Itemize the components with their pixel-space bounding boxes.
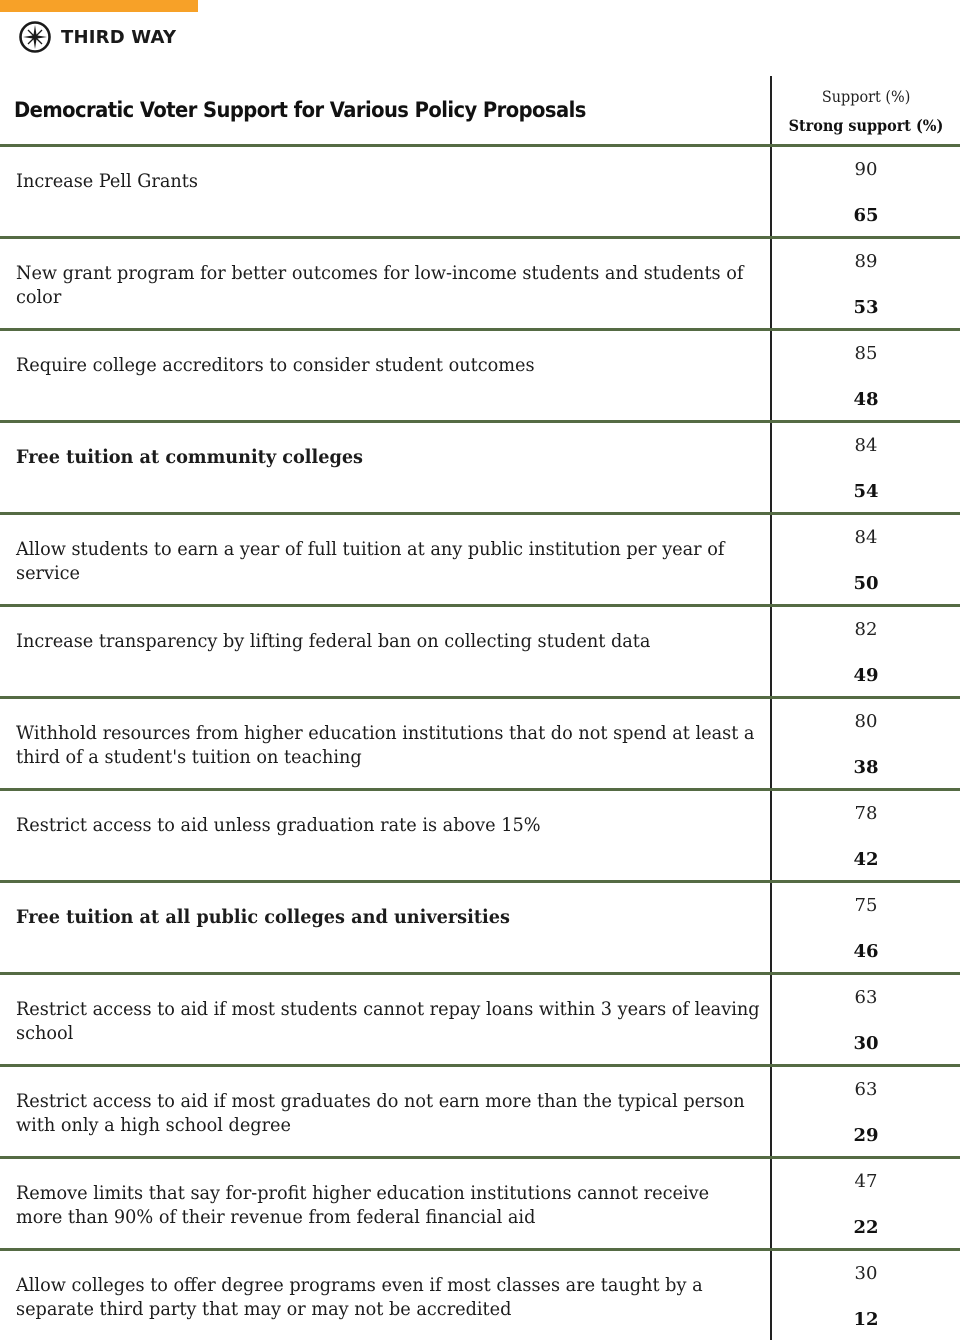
table-row: Free tuition at all public colleges and …	[0, 880, 960, 972]
table-row: Withhold resources from higher education…	[0, 696, 960, 788]
strong-support-value: 53	[853, 297, 879, 318]
policy-support-table: Democratic Voter Support for Various Pol…	[0, 76, 960, 1342]
table-body: Increase Pell Grants 90 65 New grant prog…	[0, 144, 960, 1342]
strong-support-value: 54	[853, 481, 879, 502]
strong-support-value: 46	[853, 941, 879, 962]
support-value: 75	[854, 895, 878, 916]
table-row: New grant program for better outcomes fo…	[0, 236, 960, 328]
strong-support-value: 49	[853, 665, 879, 686]
table-row: Free tuition at community colleges 84 54	[0, 420, 960, 512]
column-headers: Support (%) Strong support (%)	[770, 76, 960, 144]
policy-label: Withhold resources from higher education…	[16, 722, 755, 768]
strong-support-value: 48	[853, 389, 879, 410]
brand-name: THIRD WAY	[61, 26, 177, 48]
strong-support-value: 42	[853, 849, 879, 870]
table-header: Democratic Voter Support for Various Pol…	[0, 76, 960, 144]
policy-label: Remove limits that say for-profit higher…	[16, 1182, 710, 1228]
brand-logo: THIRD WAY	[18, 20, 176, 54]
policy-label: Increase Pell Grants	[16, 170, 198, 192]
strong-support-value: 29	[853, 1125, 879, 1146]
table-row: Remove limits that say for-profit higher…	[0, 1156, 960, 1248]
table-row: Restrict access to aid if most students …	[0, 972, 960, 1064]
support-value: 78	[854, 803, 878, 824]
support-value: 84	[854, 435, 878, 456]
support-value: 47	[854, 1171, 878, 1192]
policy-label: Restrict access to aid unless graduation…	[16, 814, 541, 836]
support-value: 89	[854, 251, 878, 272]
policy-label: Require college accreditors to consider …	[16, 354, 535, 376]
support-value: 63	[854, 987, 878, 1008]
strong-support-value: 65	[853, 205, 879, 226]
support-value: 82	[854, 619, 878, 640]
support-value: 63	[854, 1079, 878, 1100]
policy-label: Allow colleges to offer degree programs …	[16, 1274, 703, 1320]
table-row: Allow colleges to offer degree programs …	[0, 1248, 960, 1340]
title-cell: Democratic Voter Support for Various Pol…	[0, 76, 770, 144]
table-row: Require college accreditors to consider …	[0, 328, 960, 420]
support-value: 80	[854, 711, 878, 732]
support-value: 85	[854, 343, 878, 364]
strong-support-value: 50	[853, 573, 879, 594]
table-row: Increase transparency by lifting federal…	[0, 604, 960, 696]
brand-accent-bar	[0, 0, 198, 12]
policy-label-highlighted: Free tuition at all public colleges and …	[16, 906, 510, 928]
policy-label-highlighted: Free tuition at community colleges	[16, 446, 364, 468]
compass-star-icon	[18, 20, 52, 54]
table-row: Restrict access to aid unless graduation…	[0, 788, 960, 880]
support-value: 30	[854, 1263, 878, 1284]
table-row: Allow students to earn a year of full tu…	[0, 512, 960, 604]
strong-support-value: 22	[853, 1217, 879, 1238]
table-title: Democratic Voter Support for Various Pol…	[14, 98, 586, 122]
column-header-strong-support: Strong support (%)	[788, 116, 944, 135]
policy-label: Restrict access to aid if most graduates…	[16, 1090, 745, 1136]
table-row: Increase Pell Grants 90 65	[0, 144, 960, 236]
policy-label: Restrict access to aid if most students …	[16, 998, 760, 1044]
policy-label: New grant program for better outcomes fo…	[16, 262, 744, 308]
table-row: Restrict access to aid if most graduates…	[0, 1064, 960, 1156]
column-header-support: Support (%)	[821, 87, 911, 106]
policy-label: Allow students to earn a year of full tu…	[16, 538, 725, 584]
support-value: 84	[854, 527, 878, 548]
policy-label: Increase transparency by lifting federal…	[16, 630, 651, 652]
strong-support-value: 38	[853, 757, 879, 778]
strong-support-value: 30	[853, 1033, 879, 1054]
support-value: 90	[854, 159, 878, 180]
strong-support-value: 12	[853, 1309, 879, 1330]
